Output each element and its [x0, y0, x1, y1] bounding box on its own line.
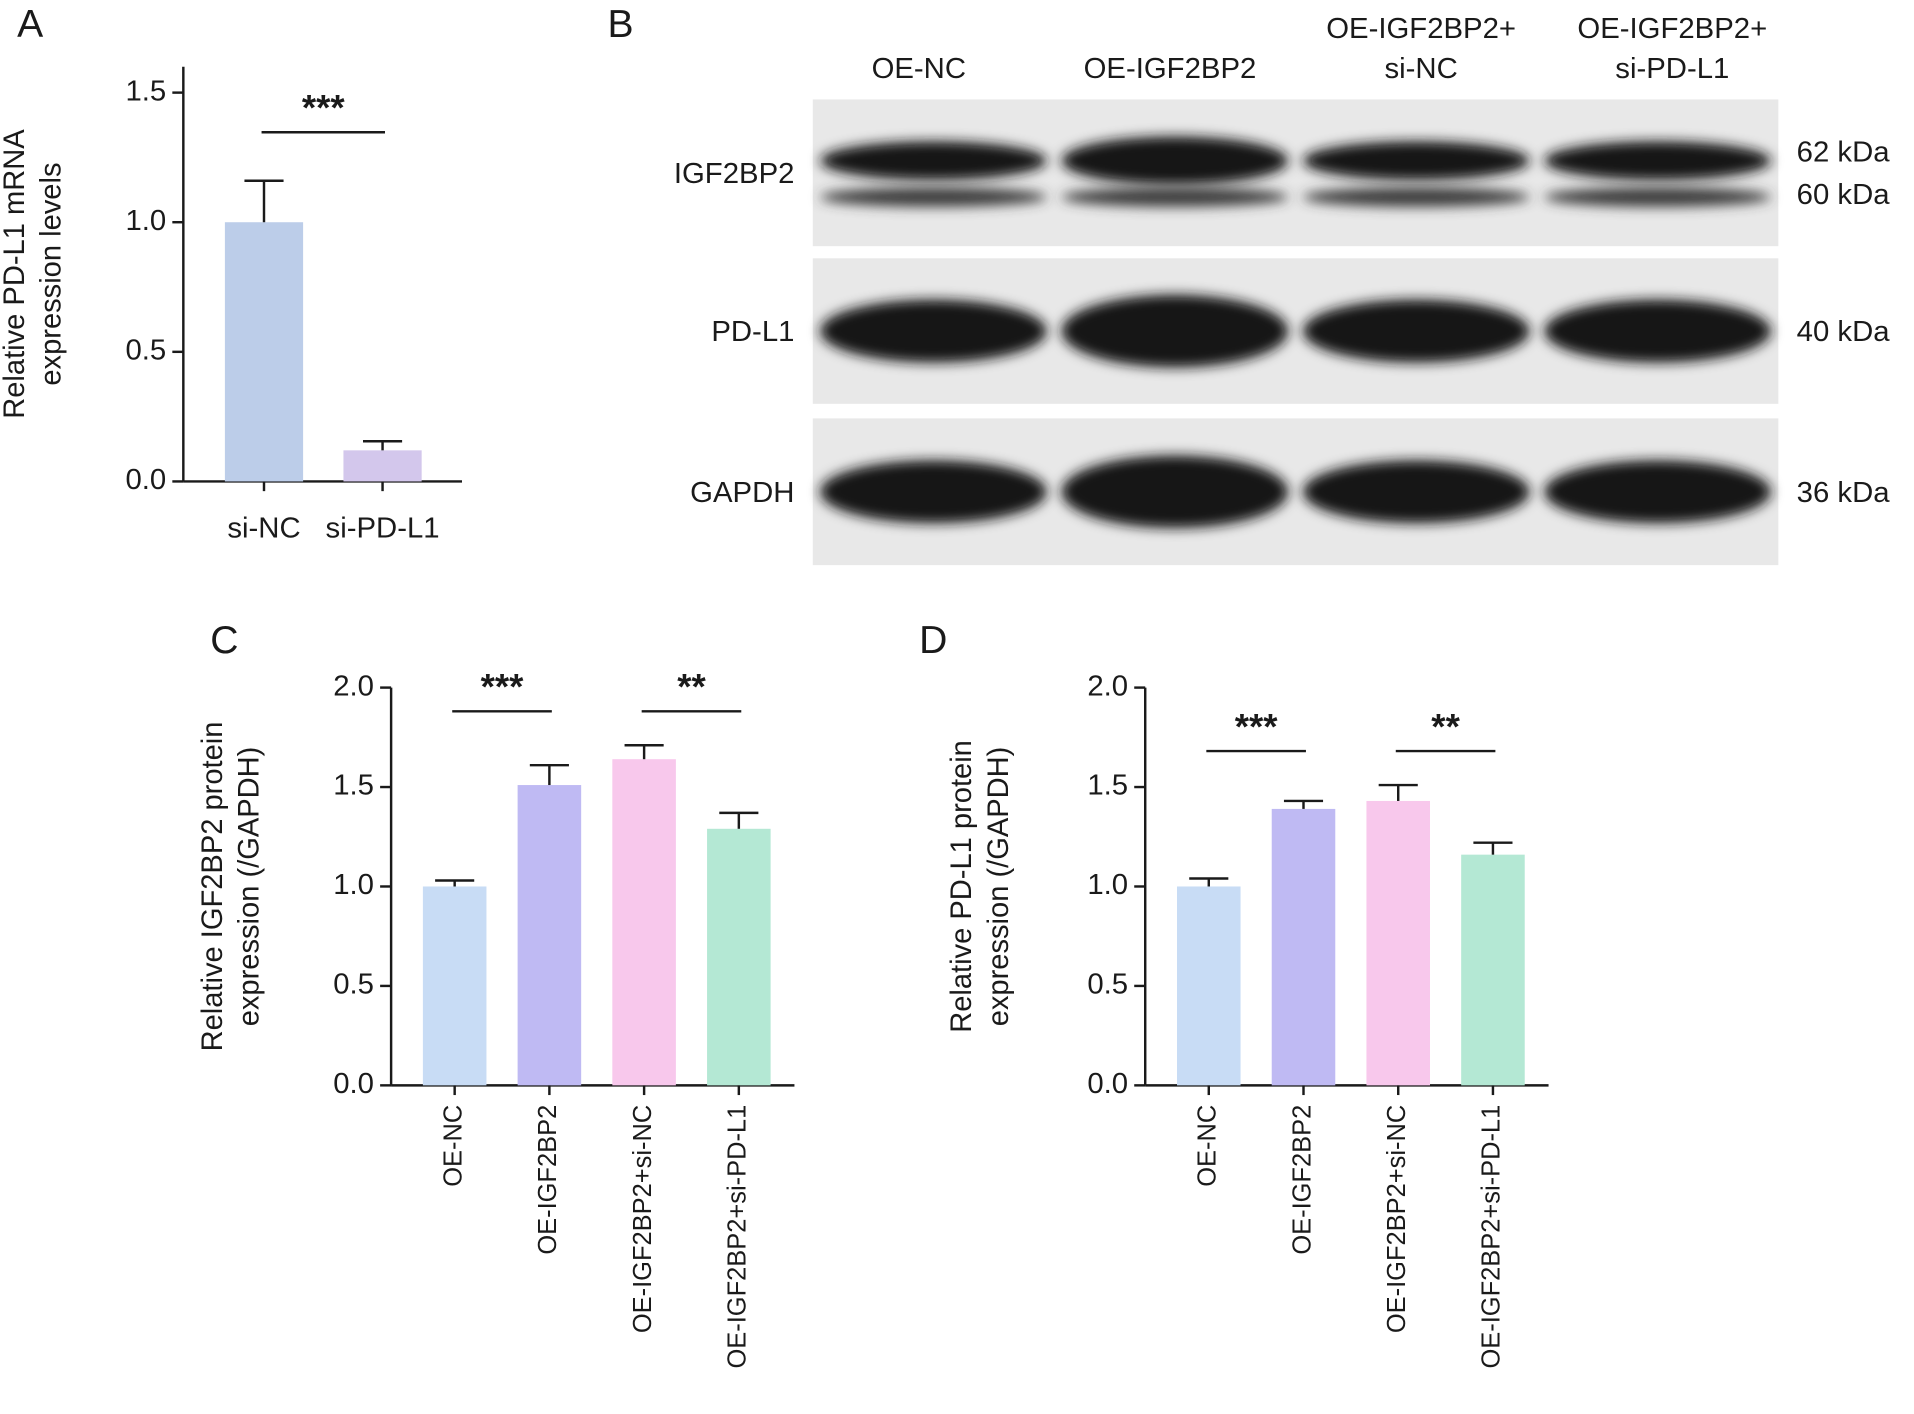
- y-axis-title-line: expression (/GAPDH): [233, 747, 265, 1027]
- blot-band: [1302, 299, 1530, 363]
- y-tick-label: 0.0: [1087, 1068, 1128, 1100]
- error-bar: [244, 179, 284, 223]
- y-axis-title-line: Relative PD-L1 mRNA: [0, 129, 31, 419]
- y-tick-label: 0.0: [125, 464, 166, 496]
- blot-band: [1544, 460, 1771, 524]
- x-tick-label: OE-IGF2BP2: [1288, 1105, 1316, 1255]
- panel-letter: D: [919, 619, 947, 662]
- x-tick-label: si-NC: [227, 513, 300, 545]
- blot-band: [1544, 187, 1771, 207]
- x-tick-label: OE-IGF2BP2+si-NC: [1383, 1105, 1411, 1333]
- bar: [224, 222, 304, 482]
- error-bar: [363, 440, 403, 451]
- blot-band: [1061, 294, 1289, 368]
- y-tick-label: 1.5: [125, 75, 166, 107]
- blot-band: [1302, 141, 1530, 181]
- significance-stars: **: [677, 666, 706, 707]
- blot-band: [820, 187, 1047, 207]
- lane-label: si-PD-L1: [1615, 53, 1729, 85]
- band-label: IGF2BP2: [674, 158, 795, 190]
- bar: [1271, 808, 1336, 1086]
- error-bar: [1378, 783, 1418, 801]
- blot-band: [820, 141, 1047, 181]
- y-axis-title: Relative IGF2BP2 protein expression (/GAP…: [197, 722, 266, 1052]
- y-tick-label: 2.0: [333, 670, 374, 702]
- lane-label: OE-IGF2BP2+: [1577, 13, 1767, 45]
- x-tick-label: OE-IGF2BP2+si-NC: [629, 1105, 657, 1333]
- x-tick-label: OE-NC: [439, 1105, 467, 1187]
- y-tick-label: 0.5: [333, 969, 374, 1001]
- blot-band: [820, 460, 1047, 524]
- y-tick-label: 2.0: [1087, 670, 1128, 702]
- error-bar: [529, 763, 569, 786]
- y-axis-title: Relative PD-L1 protein expression (/GAPDH…: [946, 740, 1015, 1033]
- bar: [1177, 886, 1241, 1086]
- lane-label: OE-IGF2BP2: [1084, 53, 1257, 85]
- size-label: 62 kDa: [1797, 137, 1891, 169]
- bar: [612, 759, 676, 1086]
- y-tick-label: 1.0: [125, 205, 166, 237]
- y-tick-label: 0.5: [125, 335, 166, 367]
- band-label: GAPDH: [690, 477, 794, 509]
- error-bar: [1283, 799, 1324, 809]
- blot-band: [1302, 460, 1530, 524]
- y-tick-label: 0.0: [333, 1068, 374, 1100]
- y-axis-title: Relative PD-L1 mRNA expression levels: [0, 129, 67, 419]
- size-label: 40 kDa: [1797, 316, 1891, 348]
- x-tick-label: OE-NC: [1193, 1105, 1221, 1187]
- blot-band: [1061, 455, 1289, 529]
- size-label: 36 kDa: [1797, 477, 1891, 509]
- y-tick-label: 1.0: [333, 869, 374, 901]
- bar: [343, 450, 422, 482]
- blot-band: [820, 299, 1047, 363]
- bar: [422, 886, 487, 1086]
- error-bar: [435, 879, 475, 887]
- panel-letter: B: [607, 3, 633, 46]
- size-label: 60 kDa: [1797, 179, 1891, 211]
- blot-band: [1544, 141, 1771, 181]
- blot-band: [1061, 187, 1289, 207]
- y-axis-title-line: Relative PD-L1 protein: [946, 740, 978, 1033]
- panel-letter: A: [17, 3, 43, 46]
- bar: [1366, 800, 1430, 1086]
- blot-band: [1544, 299, 1771, 363]
- significance-stars: ***: [1235, 706, 1279, 747]
- significance-stars: ***: [302, 87, 346, 128]
- y-axis-title-line: expression levels: [35, 163, 67, 386]
- significance-stars: ***: [481, 666, 525, 707]
- error-bar: [1473, 841, 1513, 855]
- lane-label: si-NC: [1384, 53, 1457, 85]
- error-bar: [1189, 877, 1229, 887]
- x-tick-label: OE-IGF2BP2+si-PD-L1: [724, 1105, 752, 1369]
- panel-letter: C: [210, 619, 238, 662]
- y-axis-title-line: Relative IGF2BP2 protein: [197, 722, 229, 1052]
- lane-label: OE-IGF2BP2+: [1326, 13, 1516, 45]
- blot-band: [1061, 136, 1289, 185]
- x-tick-label: OE-IGF2BP2+si-PD-L1: [1478, 1105, 1506, 1369]
- x-tick-label: si-PD-L1: [326, 513, 440, 545]
- bar: [707, 828, 771, 1086]
- x-tick-label: OE-IGF2BP2: [534, 1105, 562, 1255]
- y-tick-label: 1.5: [1087, 770, 1128, 802]
- band-label: PD-L1: [711, 316, 794, 348]
- y-axis-title-line: expression (/GAPDH): [982, 747, 1014, 1027]
- lane-label: OE-NC: [872, 53, 966, 85]
- significance-stars: **: [1431, 706, 1460, 747]
- blot-band: [1302, 187, 1530, 207]
- error-bar: [624, 744, 664, 760]
- bar: [517, 785, 582, 1086]
- bar: [1461, 854, 1525, 1086]
- error-bar: [719, 811, 759, 829]
- y-tick-label: 0.5: [1087, 969, 1128, 1001]
- y-tick-label: 1.0: [1087, 869, 1128, 901]
- y-tick-label: 1.5: [333, 770, 374, 802]
